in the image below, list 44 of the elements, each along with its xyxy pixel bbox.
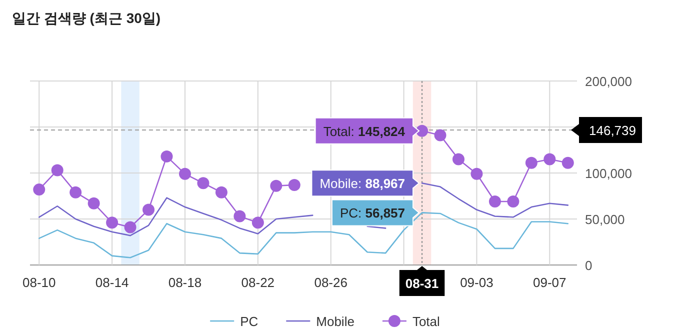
point — [525, 156, 538, 169]
x-tick-label: 08-26 — [314, 275, 348, 290]
y-tick-label: 100,000 — [585, 166, 632, 181]
x-tick-label: 08-18 — [168, 275, 202, 290]
x-tick-label: 08-22 — [241, 275, 275, 290]
legend-label: Mobile — [316, 314, 354, 329]
x-tick-label: 08-14 — [95, 275, 129, 290]
point — [270, 180, 282, 192]
chart-title: 일간 검색량 (최근 30일) — [12, 10, 161, 26]
legend-label: Total — [412, 314, 440, 329]
point — [507, 196, 520, 208]
point — [234, 210, 246, 222]
point — [452, 153, 464, 166]
x-tick-label: 09-07 — [533, 275, 566, 290]
point — [33, 184, 46, 196]
point — [562, 156, 574, 169]
y-tick-label: 50,000 — [585, 212, 625, 227]
point — [70, 186, 82, 198]
point — [160, 150, 173, 162]
point — [215, 186, 228, 198]
point — [434, 129, 446, 142]
point — [197, 177, 210, 190]
point — [88, 197, 100, 210]
point — [142, 204, 155, 216]
legend-label: PC — [240, 314, 258, 329]
point — [106, 216, 118, 229]
annotation: Total: 145,824 — [323, 124, 406, 139]
point — [488, 196, 501, 208]
point — [470, 168, 483, 180]
ref-line-label: 146,739 — [589, 123, 636, 138]
x-tick-label: 09-03 — [460, 275, 494, 290]
x-tick-label: 08-10 — [22, 275, 56, 290]
annotation: PC: 56,857 — [340, 206, 406, 221]
point — [544, 153, 556, 166]
ref-line-label: 08-31 — [405, 276, 439, 291]
annotation: Mobile: 88,967 — [320, 176, 406, 192]
point — [252, 216, 264, 229]
y-tick-label: 200,000 — [585, 74, 632, 89]
point — [124, 221, 136, 234]
point — [51, 164, 64, 176]
y-tick-label: 0 — [585, 258, 592, 273]
point — [416, 124, 428, 137]
point — [178, 168, 191, 180]
point — [288, 178, 300, 191]
